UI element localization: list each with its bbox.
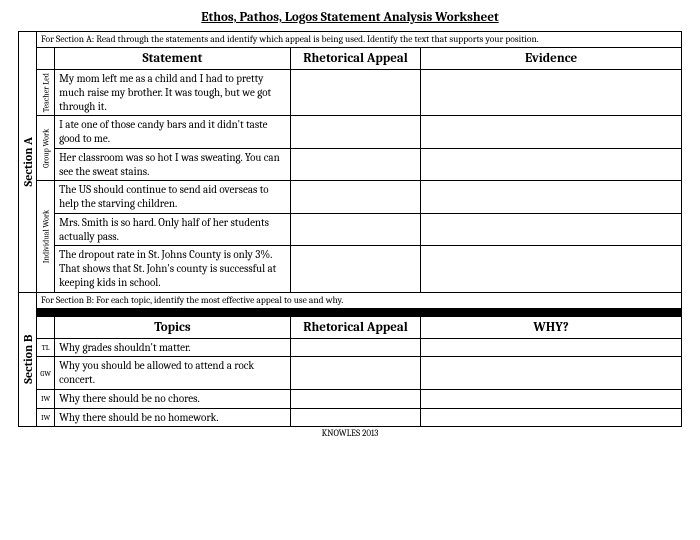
table-row: IW Why there should be no chores. <box>19 389 682 408</box>
appeal-cell[interactable] <box>290 213 420 246</box>
divider-bar <box>37 308 682 316</box>
page-title: Ethos, Pathos, Logos Statement Analysis … <box>18 10 682 25</box>
header-statement: Statement <box>55 48 291 70</box>
section-a-instruction: For Section A: Read through the statemen… <box>37 32 682 48</box>
group-individual-work: Individual Work <box>37 181 55 292</box>
header-topics: Topics <box>55 316 291 338</box>
statement-cell: The dropout rate in St. Johns County is … <box>55 246 291 292</box>
statement-cell: The US should continue to send aid overs… <box>55 181 291 214</box>
topic-cell: Why there should be no chores. <box>55 389 291 408</box>
evidence-cell[interactable] <box>421 116 682 149</box>
abbrev-iw: IW <box>37 389 55 408</box>
appeal-cell[interactable] <box>290 389 420 408</box>
table-row: Teacher Led My mom left me as a child an… <box>19 70 682 116</box>
blank-cell <box>37 316 55 338</box>
why-cell[interactable] <box>421 389 682 408</box>
section-a-label: Section A <box>19 32 37 293</box>
statement-cell: Her classroom was so hot I was sweating.… <box>55 148 291 181</box>
header-why: WHY? <box>421 316 682 338</box>
header-evidence: Evidence <box>421 48 682 70</box>
worksheet-table: Section A For Section A: Read through th… <box>18 31 682 427</box>
topic-cell: Why you should be allowed to attend a ro… <box>55 357 291 390</box>
evidence-cell[interactable] <box>421 213 682 246</box>
section-b-instruction: For Section B: For each topic, identify … <box>37 292 682 308</box>
group-teacher-led: Teacher Led <box>37 70 55 116</box>
appeal-cell[interactable] <box>290 246 420 292</box>
footer-credit: KNOWLES 2013 <box>18 429 682 439</box>
table-row: IW Why there should be no homework. <box>19 408 682 427</box>
table-row: Her classroom was so hot I was sweating.… <box>19 148 682 181</box>
appeal-cell[interactable] <box>290 148 420 181</box>
group-group-work: Group Work <box>37 116 55 181</box>
table-row: GW Why you should be allowed to attend a… <box>19 357 682 390</box>
section-b-label: Section B <box>19 292 37 427</box>
table-row: Mrs. Smith is so hard. Only half of her … <box>19 213 682 246</box>
appeal-cell[interactable] <box>290 70 420 116</box>
appeal-cell[interactable] <box>290 357 420 390</box>
table-row: Individual Work The US should continue t… <box>19 181 682 214</box>
statement-cell: Mrs. Smith is so hard. Only half of her … <box>55 213 291 246</box>
table-row: Group Work I ate one of those candy bars… <box>19 116 682 149</box>
statement-cell: My mom left me as a child and I had to p… <box>55 70 291 116</box>
abbrev-iw2: IW <box>37 408 55 427</box>
appeal-cell[interactable] <box>290 338 420 357</box>
appeal-cell[interactable] <box>290 408 420 427</box>
abbrev-gw: GW <box>37 357 55 390</box>
statement-cell: I ate one of those candy bars and it did… <box>55 116 291 149</box>
why-cell[interactable] <box>421 338 682 357</box>
topic-cell: Why there should be no homework. <box>55 408 291 427</box>
evidence-cell[interactable] <box>421 246 682 292</box>
appeal-cell[interactable] <box>290 181 420 214</box>
blank-cell <box>37 48 55 70</box>
why-cell[interactable] <box>421 408 682 427</box>
appeal-cell[interactable] <box>290 116 420 149</box>
evidence-cell[interactable] <box>421 181 682 214</box>
abbrev-tl: TL <box>37 338 55 357</box>
topic-cell: Why grades shouldn't matter. <box>55 338 291 357</box>
evidence-cell[interactable] <box>421 148 682 181</box>
header-appeal-b: Rhetorical Appeal <box>290 316 420 338</box>
table-row: The dropout rate in St. Johns County is … <box>19 246 682 292</box>
evidence-cell[interactable] <box>421 70 682 116</box>
why-cell[interactable] <box>421 357 682 390</box>
table-row: TL Why grades shouldn't matter. <box>19 338 682 357</box>
header-appeal: Rhetorical Appeal <box>290 48 420 70</box>
